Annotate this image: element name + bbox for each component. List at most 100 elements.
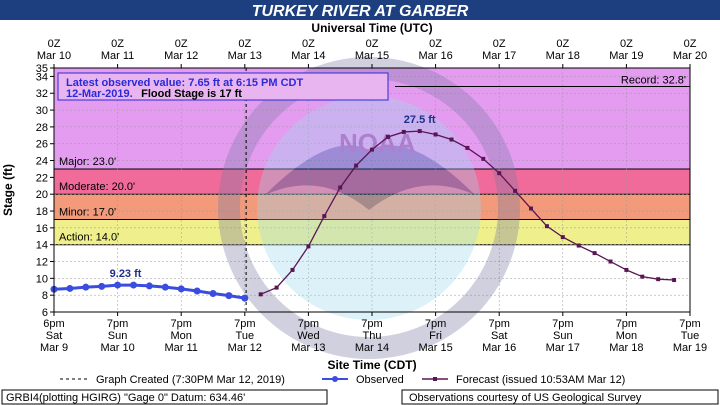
x-tick-label-6-0: 7pm [425, 318, 446, 330]
info-line2: 12-Mar-2019. Flood Stage is 17 ft [66, 84, 242, 101]
forecast-point-11 [433, 132, 438, 137]
x-tick-label-1-1: Sun [108, 330, 128, 342]
observed-point-11 [225, 292, 233, 300]
title-band [0, 0, 720, 20]
x-tick-label-9-0: 7pm [616, 318, 637, 330]
y-tick-label-5: 16 [36, 223, 48, 235]
x-tick-label-1-2: Mar 10 [100, 342, 134, 354]
forecast-point-17 [529, 206, 533, 211]
y-tick-label-13: 32 [36, 88, 48, 100]
forecast-point-4 [322, 214, 327, 219]
noaa-watermark: NOAA [218, 57, 520, 359]
top-tick-label-8-0: 0Z [556, 38, 569, 50]
x-tick-label-7-2: Mar 16 [482, 342, 516, 354]
y-tick-label-1: 8 [42, 290, 48, 302]
band-1 [54, 194, 690, 220]
x-tick-label-3-2: Mar 12 [228, 342, 262, 354]
stage-category-labels: Major: 23.0' Moderate: 20.0' Minor: 17.0' A… [59, 156, 135, 244]
top-axis-title: Universal Time (UTC) [311, 21, 432, 35]
top-tick-label-9-1: Mar 19 [609, 50, 643, 62]
x-tick-label-6-2: Mar 15 [418, 342, 452, 354]
peak-annotation-1: 27.5 ft [404, 114, 436, 126]
x-axis-title: Site Time (CDT) [327, 358, 416, 372]
forecast-point-24 [640, 274, 645, 279]
y-tick-label-7: 20 [36, 189, 48, 201]
top-tick-label-9-0: 0Z [620, 38, 633, 50]
x-tick-label-7-0: 7pm [488, 318, 509, 330]
forecast-point-1 [274, 285, 279, 290]
x-tick-label-2-1: Mon [170, 330, 191, 342]
top-tick-label-2-0: 0Z [175, 38, 188, 50]
y-tick-label-10: 26 [36, 139, 48, 151]
x-tick-label-9-2: Mar 18 [609, 342, 643, 354]
forecast-point-10 [417, 129, 422, 134]
forecast-point-23 [624, 267, 629, 272]
forecast-point-5 [338, 185, 343, 190]
observed-point-1 [66, 284, 74, 292]
record-layer: Record: 32.8' [395, 75, 690, 88]
y-tick-label-3: 12 [36, 257, 48, 269]
legend-created-label: Graph Created (7:30PM Mar 12, 2019) [96, 374, 285, 386]
forecast-point-8 [385, 134, 390, 139]
footer-right-box [401, 389, 719, 405]
x-tick-label-5-2: Mar 14 [355, 342, 389, 354]
forecast-point-19 [560, 235, 565, 240]
x-tick-label-3-1: Tue [236, 330, 255, 342]
forecast-point-22 [608, 259, 613, 264]
legend-observed-marker [332, 376, 338, 382]
series-layer: 9.23 ft 27.5 ft [50, 114, 677, 302]
observed-point-9 [193, 287, 201, 295]
top-tick-label-1-0: 0Z [111, 38, 124, 50]
forecast-point-21 [592, 251, 597, 256]
y-tick-label-9: 24 [36, 156, 48, 168]
y-tick-label-12: 30 [36, 105, 48, 117]
top-tick-label-0-1: Mar 10 [37, 50, 71, 62]
top-tick-label-5-1: Mar 15 [355, 50, 389, 62]
x-tick-label-9-1: Mon [616, 330, 637, 342]
x-tick-label-4-2: Mar 13 [291, 342, 325, 354]
y-tick-label-0: 6 [42, 307, 48, 319]
x-tick-label-10-1: Tue [681, 330, 700, 342]
x-tick-label-10-2: Mar 19 [673, 342, 707, 354]
observed-point-12 [241, 294, 249, 302]
forecast-point-3 [306, 244, 311, 249]
x-tick-label-8-0: 7pm [552, 318, 573, 330]
stage-label-1: Moderate: 20.0' [59, 181, 135, 193]
x-tick-label-8-1: Sun [553, 330, 573, 342]
forecast-point-0 [258, 292, 263, 297]
top-tick-label-4-0: 0Z [302, 38, 315, 50]
top-tick-label-2-1: Mar 12 [164, 50, 198, 62]
top-tick-label-6-0: 0Z [429, 38, 442, 50]
observed-point-10 [209, 289, 217, 297]
top-tick-label-10-0: 0Z [684, 38, 697, 50]
top-tick-label-10-1: Mar 20 [673, 50, 707, 62]
legend-forecast-marker [433, 377, 437, 381]
observed-point-4 [114, 281, 122, 289]
flood-stage-text: Flood Stage is 17 ft [141, 88, 242, 100]
forecast-point-25 [656, 277, 661, 282]
forecast-point-14 [481, 156, 486, 161]
legend-forecast-label: Forecast (issued 10:53AM Mar 12) [456, 374, 625, 386]
x-tick-label-5-1: Thu [363, 330, 382, 342]
observed-point-3 [98, 282, 106, 290]
observed-point-7 [161, 283, 169, 291]
observed-point-8 [177, 285, 185, 293]
x-tick-label-8-2: Mar 17 [546, 342, 580, 354]
plot-frame [53, 67, 691, 313]
x-tick-label-0-0: 6pm [43, 318, 64, 330]
top-tick-label-3-1: Mar 13 [228, 50, 262, 62]
observed-point-6 [145, 282, 153, 290]
x-tick-label-0-2: Mar 9 [40, 342, 68, 354]
forecast-point-9 [401, 129, 406, 134]
top-tick-label-1-1: Mar 11 [101, 50, 134, 62]
x-tick-label-4-1: Wed [297, 330, 319, 342]
forecast-point-2 [290, 267, 295, 272]
stage-label-0: Major: 23.0' [59, 156, 116, 168]
x-tick-label-7-1: Sat [491, 330, 508, 342]
latest-observed-text: Latest observed value: 7.65 ft at 6:15 P… [66, 77, 303, 89]
x-tick-label-1-0: 7pm [107, 318, 128, 330]
forecast-point-13 [465, 145, 470, 150]
x-tick-label-2-2: Mar 11 [164, 342, 197, 354]
noaa-bird-icon [265, 145, 475, 210]
gridlines [54, 68, 690, 312]
